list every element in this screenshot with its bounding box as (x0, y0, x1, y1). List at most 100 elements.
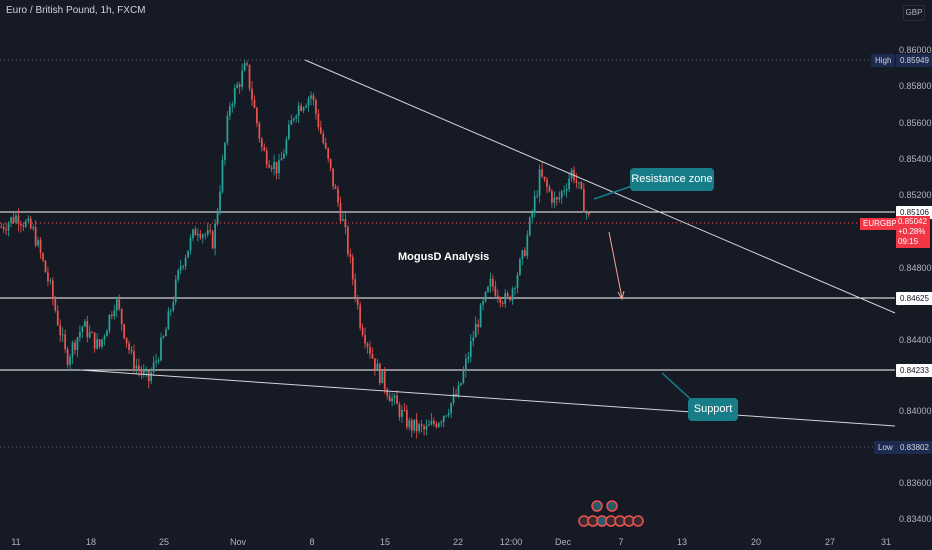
candle-body (101, 339, 103, 347)
candlesticks (0, 59, 590, 439)
candle-body (391, 398, 393, 402)
event-icons[interactable] (578, 500, 644, 527)
candle-body (339, 202, 342, 221)
candle-body (310, 95, 312, 99)
candle-body (201, 234, 204, 238)
candle-body (27, 218, 30, 222)
candle-body (189, 237, 192, 251)
currency-badge[interactable]: GBP (903, 5, 925, 21)
candle-body (167, 311, 170, 330)
candle-body (128, 343, 130, 351)
candle-body (563, 190, 566, 192)
candle-body (418, 424, 421, 432)
candle-body (2, 226, 5, 230)
candle-body (548, 186, 551, 192)
candle-body (447, 413, 450, 416)
candle-body (0, 226, 3, 228)
x-tick: 31 (880, 537, 892, 547)
candle-body (386, 389, 389, 396)
candle-body (238, 84, 241, 87)
candle-body (359, 304, 362, 328)
candle-body (302, 107, 305, 111)
candle-body (155, 360, 157, 363)
candle-body (165, 329, 167, 337)
candle-body (74, 342, 76, 350)
event-icon (632, 515, 644, 527)
candle-body (457, 385, 460, 397)
candle-body (7, 223, 10, 231)
candle-body (376, 363, 379, 370)
candle-body (388, 395, 391, 402)
analysis-title: MogusD Analysis (398, 251, 490, 263)
resistance-callout-pointer (593, 185, 633, 200)
candle-body (487, 286, 489, 292)
candle-body (287, 124, 290, 140)
candle-body (32, 227, 35, 229)
y-tick: 0.85200 (899, 190, 932, 200)
candle-body (216, 210, 219, 224)
low-value-tag: 0.83802 (896, 441, 932, 454)
candle-body (514, 288, 516, 290)
candle-body (305, 105, 307, 108)
candle-body (440, 422, 443, 424)
candle-body (231, 104, 234, 107)
candle-body (88, 331, 91, 338)
candle-body (496, 295, 499, 298)
candle-body (477, 323, 480, 328)
candle-body (464, 359, 467, 372)
candle-body (366, 343, 369, 347)
candle-body (315, 100, 317, 114)
candle-body (403, 409, 406, 411)
candle-body (283, 153, 285, 159)
candle-body (209, 230, 212, 232)
candle-body (17, 215, 20, 225)
y-tick: 0.83400 (899, 514, 932, 524)
candle-body (292, 118, 295, 121)
level-tag-0.85106: 0.85106 (896, 206, 932, 219)
candle-body (423, 426, 425, 430)
candle-body (408, 420, 411, 428)
current-price-tag: 0.85042 +0.28% 09:15 (896, 216, 930, 248)
candle-body (211, 231, 214, 249)
candle-body (160, 337, 162, 361)
candle-body (425, 425, 428, 430)
y-tick: 0.84800 (899, 263, 932, 273)
candle-body (135, 365, 138, 369)
candle-body (197, 233, 199, 236)
candle-body (93, 332, 96, 349)
candle-body (187, 250, 189, 258)
x-tick: 27 (824, 537, 836, 547)
chart-title: Euro / British Pound, 1h, FXCM (6, 5, 146, 16)
candle-body (324, 142, 327, 149)
support-callout[interactable]: Support (688, 398, 738, 421)
candle-body (123, 324, 126, 338)
candle-body (509, 296, 511, 301)
candle-body (236, 84, 239, 89)
candle-body (560, 191, 563, 198)
candle-body (172, 301, 175, 311)
candle-body (467, 357, 470, 360)
candle-body (334, 186, 337, 189)
resistance-zone-callout[interactable]: Resistance zone (630, 168, 714, 191)
candle-body (22, 225, 25, 227)
candle-body (553, 197, 556, 203)
candle-body (147, 370, 150, 382)
candle-body (356, 297, 359, 305)
candle-body (437, 423, 440, 427)
candle-body (526, 235, 529, 256)
candle-body (428, 424, 430, 426)
y-tick: 0.84000 (899, 406, 932, 416)
candle-body (393, 395, 396, 399)
candle-body (56, 310, 59, 326)
candle-body (71, 342, 74, 357)
candle-body (452, 393, 455, 403)
candle-body (455, 393, 457, 397)
candle-body (489, 278, 492, 287)
candle-body (133, 351, 135, 369)
candle-body (319, 127, 322, 134)
resistance-trendline (304, 59, 896, 314)
candle-body (113, 310, 116, 317)
candle-body (396, 395, 398, 405)
y-tick: 0.85400 (899, 154, 932, 164)
